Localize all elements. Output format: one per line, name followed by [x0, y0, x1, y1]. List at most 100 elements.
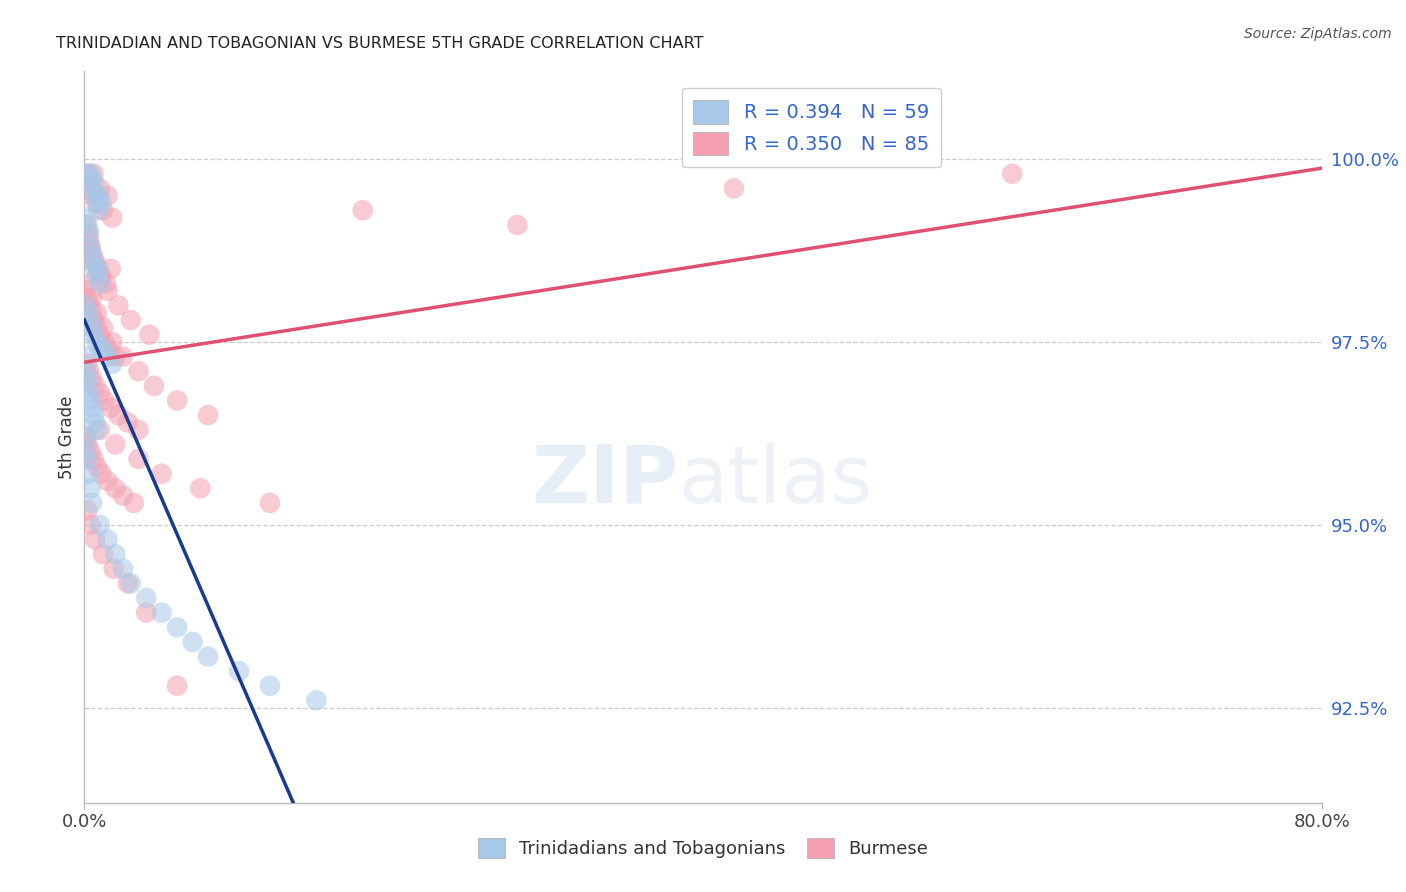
Point	[84, 379, 107, 393]
Point	[104, 350, 127, 364]
Point	[79, 517, 101, 532]
Point	[84, 533, 107, 547]
Point	[86, 459, 108, 474]
Point	[86, 269, 108, 284]
Point	[75, 350, 97, 364]
Point	[83, 167, 105, 181]
Point	[122, 496, 145, 510]
Text: atlas: atlas	[678, 442, 873, 520]
Point	[82, 247, 104, 261]
Point	[120, 313, 142, 327]
Point	[166, 679, 188, 693]
Point	[83, 313, 105, 327]
Point	[101, 357, 124, 371]
Point	[76, 306, 98, 320]
Point	[86, 334, 108, 349]
Point	[82, 320, 104, 334]
Point	[138, 327, 160, 342]
Point	[97, 350, 120, 364]
Point	[86, 196, 108, 211]
Point	[83, 174, 105, 188]
Point	[101, 334, 124, 349]
Point	[77, 181, 100, 195]
Point	[79, 393, 101, 408]
Point	[76, 503, 98, 517]
Point	[79, 240, 101, 254]
Point	[128, 423, 150, 437]
Point	[83, 254, 105, 268]
Point	[259, 679, 281, 693]
Point	[84, 188, 107, 202]
Point	[97, 284, 120, 298]
Text: TRINIDADIAN AND TOBAGONIAN VS BURMESE 5TH GRADE CORRELATION CHART: TRINIDADIAN AND TOBAGONIAN VS BURMESE 5T…	[56, 36, 704, 51]
Point	[89, 277, 111, 291]
Point	[75, 298, 97, 312]
Point	[86, 320, 108, 334]
Point	[97, 533, 120, 547]
Point	[112, 489, 135, 503]
Point	[107, 408, 129, 422]
Point	[112, 562, 135, 576]
Point	[89, 386, 111, 401]
Point	[135, 591, 157, 605]
Point	[97, 188, 120, 202]
Point	[77, 467, 100, 481]
Point	[93, 393, 115, 408]
Point	[77, 174, 100, 188]
Point	[150, 606, 173, 620]
Point	[76, 167, 98, 181]
Point	[188, 481, 212, 495]
Point	[87, 203, 110, 218]
Point	[76, 225, 98, 239]
Point	[143, 379, 166, 393]
Point	[305, 693, 328, 707]
Point	[75, 211, 97, 225]
Point	[112, 350, 135, 364]
Point	[79, 240, 101, 254]
Point	[104, 547, 127, 561]
Point	[76, 291, 98, 305]
Point	[94, 277, 117, 291]
Point	[91, 320, 114, 334]
Point	[166, 393, 188, 408]
Point	[82, 496, 104, 510]
Point	[75, 364, 97, 378]
Point	[104, 437, 127, 451]
Point	[77, 277, 100, 291]
Point	[90, 269, 112, 284]
Point	[506, 218, 529, 232]
Point	[83, 327, 105, 342]
Point	[76, 371, 98, 385]
Point	[104, 481, 127, 495]
Point	[97, 474, 120, 488]
Point	[75, 430, 97, 444]
Point	[76, 452, 98, 467]
Point	[86, 306, 108, 320]
Point	[89, 517, 111, 532]
Point	[75, 284, 97, 298]
Point	[128, 364, 150, 378]
Point	[75, 430, 97, 444]
Point	[120, 576, 142, 591]
Point	[117, 576, 139, 591]
Y-axis label: 5th Grade: 5th Grade	[58, 395, 76, 479]
Point	[84, 416, 107, 430]
Point	[89, 423, 111, 437]
Point	[84, 261, 107, 276]
Point	[89, 343, 111, 357]
Point	[77, 225, 100, 239]
Point	[86, 196, 108, 211]
Point	[76, 437, 98, 451]
Point	[82, 188, 104, 202]
Point	[83, 254, 105, 268]
Text: Source: ZipAtlas.com: Source: ZipAtlas.com	[1244, 27, 1392, 41]
Point	[77, 386, 100, 401]
Point	[197, 408, 219, 422]
Point	[76, 167, 98, 181]
Point	[228, 664, 250, 678]
Point	[75, 444, 97, 458]
Point	[135, 606, 157, 620]
Point	[103, 562, 125, 576]
Point	[76, 357, 98, 371]
Point	[83, 452, 105, 467]
